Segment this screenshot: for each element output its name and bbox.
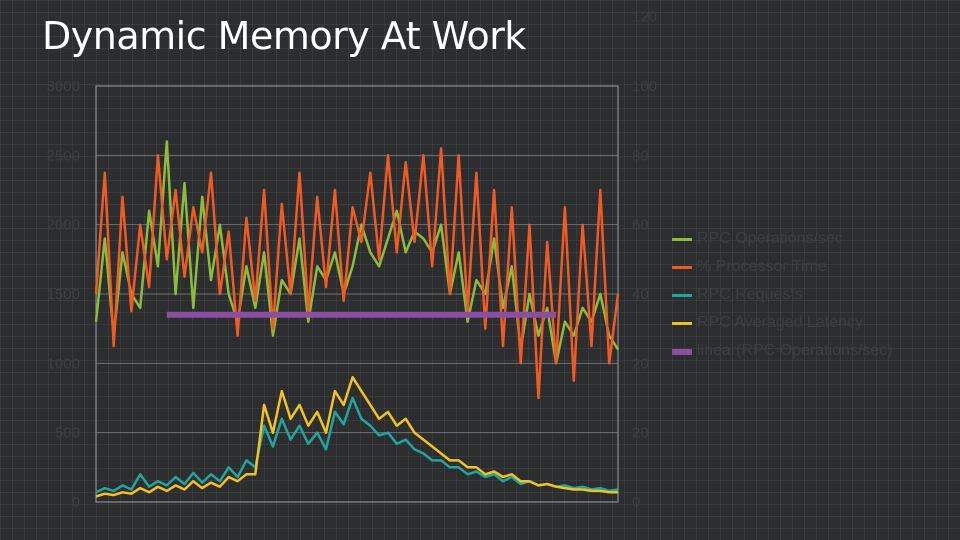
right-tick-label: 120: [632, 9, 657, 26]
legend-label: RPC Operations/sec: [697, 230, 843, 247]
series-line-rpc-requests: [95, 396, 619, 494]
left-axis-ticks: 0 500 1000 1500 2000 2500 3000: [47, 78, 80, 511]
right-tick-label: 80: [632, 147, 649, 164]
legend-swatch-linear: [672, 349, 692, 355]
legend-swatch-rpc-operations: [672, 238, 692, 241]
left-tick-label: 1000: [47, 355, 80, 372]
legend-label: % Processor Time: [697, 258, 827, 275]
series-line-processor-time: [94, 147, 620, 400]
right-tick-label: 20: [632, 355, 649, 372]
series-layer: [94, 140, 620, 498]
legend-swatch-rpc-latency: [672, 322, 692, 325]
legend-label: RPC Requests: [697, 286, 803, 303]
left-tick-label: 2500: [47, 147, 80, 164]
left-tick-label: 500: [55, 425, 80, 442]
series-line-rpc-operations: [94, 140, 620, 365]
series-line-rpc-latency: [95, 375, 618, 498]
right-tick-label: 0: [632, 494, 640, 511]
right-tick-label: 20: [632, 425, 649, 442]
right-tick-label: 40: [632, 286, 649, 303]
legend-swatch-rpc-requests: [672, 294, 692, 297]
right-axis-ticks: 0 20 20 40 60 80 100 120: [632, 9, 657, 511]
left-tick-label: 1500: [47, 286, 80, 303]
legend-label: RPC Averaged Latency: [697, 314, 864, 331]
right-tick-label: 60: [632, 217, 649, 234]
legend-swatch-processor-time: [672, 266, 692, 269]
legend-label: linear(RPC Operations/sec): [697, 342, 893, 359]
right-tick-label: 100: [632, 78, 657, 95]
left-tick-label: 3000: [47, 78, 80, 95]
left-tick-label: 2000: [47, 217, 80, 234]
left-tick-label: 0: [72, 494, 80, 511]
page-title: Dynamic Memory At Work: [42, 14, 526, 58]
